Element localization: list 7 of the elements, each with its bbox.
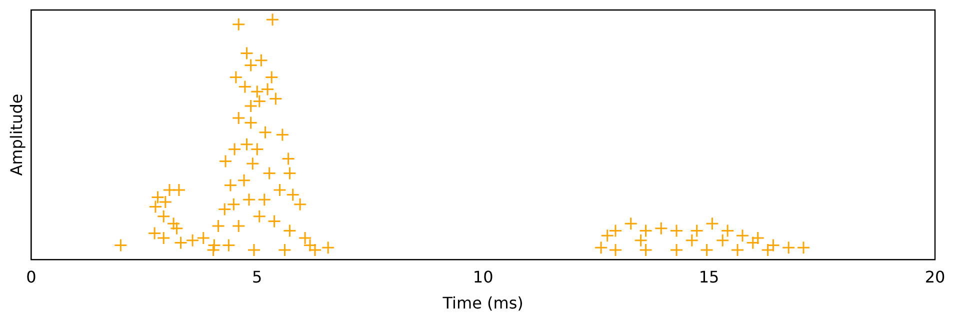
x-axis-title: Time (ms) xyxy=(442,294,524,313)
x-tick-label: 20 xyxy=(924,267,946,286)
x-tick-label: 15 xyxy=(698,267,720,286)
x-tick-label: 0 xyxy=(26,267,36,286)
x-tick-label: 10 xyxy=(472,267,494,286)
y-axis-title: Amplitude xyxy=(6,94,26,176)
x-tick-label: 5 xyxy=(252,267,262,286)
